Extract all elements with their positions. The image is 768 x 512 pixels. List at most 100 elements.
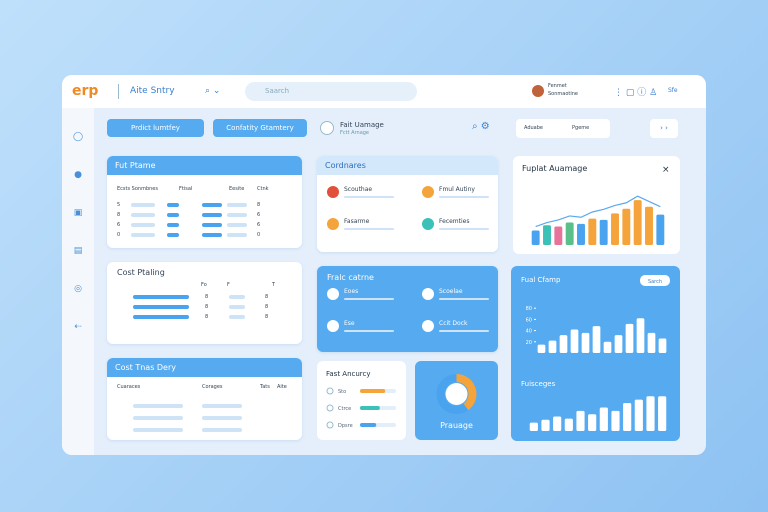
column-header: Corages bbox=[202, 384, 223, 390]
toolbar-icons[interactable]: ⌕ ⚙ bbox=[472, 121, 490, 132]
placeholder bbox=[133, 428, 183, 432]
placeholder bbox=[133, 404, 183, 408]
category-label: Sto bbox=[338, 389, 346, 395]
button bbox=[640, 275, 670, 286]
placeholder bbox=[167, 233, 179, 237]
divider bbox=[118, 84, 119, 99]
cell: 8 bbox=[257, 202, 261, 208]
placeholder bbox=[167, 213, 179, 217]
chart-title: Fuplat Auamage bbox=[522, 164, 587, 173]
avatar[interactable] bbox=[532, 85, 544, 97]
panel bbox=[317, 361, 406, 440]
item-icon bbox=[422, 320, 434, 332]
y-tick-label: 20 bbox=[526, 340, 532, 346]
pie-slice bbox=[436, 374, 469, 414]
app-window: erp Aite Sntry ⌕ ⌄ Saarch Fenmet Sonmaot… bbox=[62, 75, 706, 455]
logo: erp bbox=[72, 83, 99, 99]
bar bbox=[633, 200, 642, 245]
item-icon bbox=[422, 186, 434, 198]
bar bbox=[622, 208, 631, 245]
category-label: Dpsre bbox=[338, 423, 353, 429]
placeholder bbox=[344, 330, 394, 332]
cell: 8 bbox=[265, 304, 269, 310]
bar bbox=[565, 222, 574, 245]
cell: 6 bbox=[257, 212, 261, 218]
bar bbox=[581, 332, 590, 353]
user-role: Sonmaotine bbox=[548, 91, 578, 97]
item-label: Scoelae bbox=[439, 288, 463, 295]
column-header: Eesite bbox=[229, 186, 245, 192]
select[interactable]: Aduabe Pgeme bbox=[516, 119, 610, 138]
cell: 8 bbox=[205, 314, 209, 320]
column-header: Ftisal bbox=[179, 186, 193, 192]
bar bbox=[570, 329, 579, 353]
item-icon bbox=[422, 218, 434, 230]
cell: 8 bbox=[205, 304, 209, 310]
item-icon bbox=[326, 404, 334, 412]
placeholder bbox=[227, 223, 247, 227]
placeholder bbox=[202, 213, 222, 217]
next-button[interactable]: › › bbox=[650, 119, 678, 138]
placeholder bbox=[227, 213, 247, 217]
placeholder bbox=[344, 228, 394, 230]
bar bbox=[577, 223, 585, 245]
item-icon bbox=[326, 387, 334, 395]
cell: 6 bbox=[117, 222, 121, 228]
placeholder bbox=[344, 298, 394, 300]
placeholder bbox=[131, 223, 155, 227]
placeholder bbox=[439, 196, 489, 198]
header-icons[interactable]: ⋮ ▢ ⓘ ♙ bbox=[614, 88, 658, 98]
chart-title: Prauage bbox=[440, 421, 473, 430]
bar bbox=[646, 396, 655, 431]
bar bbox=[603, 341, 612, 353]
app-name: Aite Sntry bbox=[130, 86, 175, 96]
bar bbox=[645, 206, 653, 245]
tab-button[interactable]: Prdict lumtfey bbox=[107, 119, 204, 137]
chart-title: Fuisceges bbox=[521, 380, 556, 388]
column-header: Ecsts Sonmbnes bbox=[117, 186, 158, 192]
select-label: Aduabe bbox=[524, 125, 543, 131]
y-tick-label: 60 bbox=[526, 317, 532, 323]
bar bbox=[564, 418, 573, 431]
bar bbox=[360, 406, 380, 410]
item-icon bbox=[327, 218, 339, 230]
placeholder bbox=[439, 298, 489, 300]
bar bbox=[611, 213, 619, 245]
bar bbox=[559, 335, 568, 353]
placeholder bbox=[133, 295, 189, 299]
placeholder bbox=[202, 233, 222, 237]
chart-title: Fual Cfamp bbox=[521, 276, 561, 284]
column-header: Cuaraces bbox=[117, 384, 141, 390]
item-icon bbox=[327, 320, 339, 332]
bar bbox=[537, 344, 546, 353]
bar bbox=[611, 410, 620, 431]
toolbar-subtitle: Fctt Arnage bbox=[340, 130, 370, 136]
sidebar: ◯ ● ▣ ▤ ◎ ⇠ bbox=[62, 108, 94, 455]
cell: 6 bbox=[257, 222, 261, 228]
tab-button[interactable]: Confatity Gtamtery bbox=[213, 119, 307, 137]
close-icon: × bbox=[662, 165, 670, 175]
cell: 8 bbox=[205, 294, 209, 300]
item-label: Scouthae bbox=[344, 186, 373, 193]
search-box[interactable]: Saarch bbox=[245, 82, 417, 101]
placeholder bbox=[202, 203, 222, 207]
toolbar-title: Fait Uamage bbox=[340, 121, 384, 129]
bar bbox=[647, 332, 656, 353]
panel: Fut Ptame Ecsts Sonmbnes Ftisal Eesite Ctnk… bbox=[107, 156, 302, 248]
chart-title: Fast Ancurcy bbox=[326, 370, 371, 378]
placeholder bbox=[167, 223, 179, 227]
bar bbox=[576, 410, 585, 431]
y-tick-label: 40 bbox=[526, 329, 532, 335]
item-icon bbox=[422, 288, 434, 300]
bar bbox=[553, 416, 562, 431]
bar bbox=[658, 396, 667, 431]
column-header: Fo bbox=[201, 282, 207, 288]
bar bbox=[634, 399, 643, 431]
cell: 8 bbox=[265, 294, 269, 300]
search-icon[interactable]: ⌕ ⌄ bbox=[205, 86, 221, 96]
placeholder bbox=[202, 223, 222, 227]
placeholder bbox=[227, 203, 247, 207]
y-tick-label: 80 bbox=[526, 306, 532, 312]
cell: 8 bbox=[117, 212, 121, 218]
placeholder bbox=[133, 315, 189, 319]
